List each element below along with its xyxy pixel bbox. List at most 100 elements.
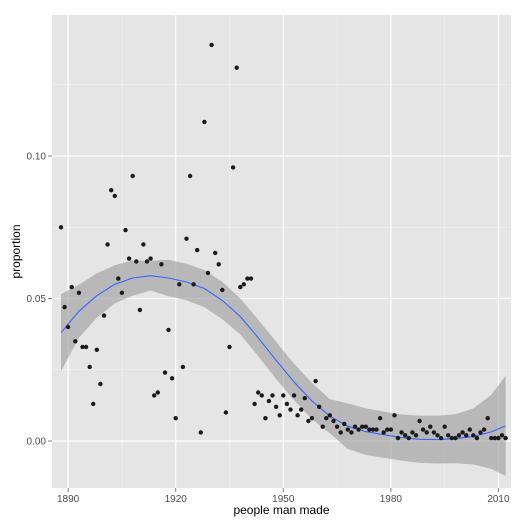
data-point [309, 416, 315, 421]
confidence-ribbon [61, 259, 506, 476]
data-point [245, 276, 250, 281]
data-point [453, 435, 458, 441]
data-point [334, 424, 340, 429]
y-tick-label: 0.00 [27, 436, 47, 447]
data-point [291, 393, 297, 398]
data-point [223, 410, 229, 415]
data-point [227, 344, 232, 350]
smooth-fit [60, 275, 506, 441]
data-point [252, 401, 257, 407]
data-point [126, 256, 132, 261]
data-point [162, 370, 168, 375]
data-point [277, 413, 282, 418]
data-point [295, 413, 300, 418]
data-point [471, 433, 476, 438]
x-tick-label: 1920 [165, 494, 188, 505]
data-point [166, 327, 171, 333]
data-point [130, 173, 135, 179]
data-point [485, 416, 490, 421]
data-point [481, 427, 487, 432]
data-point [299, 407, 304, 412]
data-point [230, 165, 236, 170]
x-tick-label: 1950 [272, 494, 295, 505]
data-point [109, 188, 114, 193]
data-point [410, 430, 415, 435]
data-point [123, 227, 128, 233]
data-point [474, 435, 480, 441]
data-point [446, 433, 451, 438]
x-axis-title: people man made [233, 503, 329, 517]
data-point [241, 282, 246, 287]
data-point [134, 259, 139, 264]
data-point [370, 427, 376, 432]
data-point [105, 242, 110, 247]
major-gridlines [52, 15, 511, 488]
data-point [159, 262, 164, 267]
x-tick-label: 1890 [57, 494, 80, 505]
data-point [406, 435, 411, 441]
data-point [116, 276, 121, 281]
data-point [424, 430, 429, 435]
data-point [320, 424, 325, 429]
data-point [360, 424, 365, 429]
confidence-band [61, 259, 506, 476]
data-point [460, 430, 465, 435]
data-point [302, 396, 307, 401]
x-axis: 1890 1920 1950 1980 2010 [57, 488, 510, 505]
data-point [499, 433, 505, 438]
data-point [363, 424, 368, 429]
x-tick-label: 2010 [487, 494, 510, 505]
data-point [169, 376, 175, 381]
data-point [456, 433, 462, 438]
data-point [356, 427, 361, 432]
data-point [381, 430, 386, 435]
data-point [435, 433, 440, 438]
data-point [119, 290, 125, 295]
data-point [263, 416, 268, 421]
data-point [403, 433, 408, 438]
x-tick-label: 1980 [380, 494, 403, 505]
data-point [73, 339, 78, 344]
data-point [98, 381, 103, 387]
data-point [152, 393, 157, 398]
data-point [65, 324, 71, 330]
data-point [467, 427, 472, 432]
data-point [195, 247, 200, 253]
data-point [191, 282, 196, 287]
data-point [327, 413, 333, 418]
data-point [324, 416, 329, 421]
data-point [392, 413, 397, 418]
data-point [58, 225, 64, 230]
minor-gridlines [52, 15, 511, 488]
data-point [317, 404, 322, 409]
data-point [438, 435, 444, 441]
data-point [352, 424, 358, 429]
data-point [428, 424, 433, 429]
data-point [281, 393, 286, 398]
data-point [62, 304, 67, 310]
data-point [141, 242, 146, 247]
data-point [248, 276, 254, 281]
data-point [367, 427, 372, 432]
data-point [91, 401, 96, 407]
data-point [69, 284, 74, 290]
data-point [449, 435, 454, 441]
data-point [83, 344, 89, 350]
data-point [377, 416, 383, 421]
data-point [399, 430, 404, 435]
data-point [342, 421, 347, 427]
data-point [349, 430, 354, 435]
data-point [313, 378, 318, 384]
data-point [177, 282, 182, 287]
data-point [464, 433, 469, 438]
data-point [184, 236, 189, 241]
data-point [478, 430, 483, 435]
data-point [187, 173, 193, 179]
data-point [155, 390, 160, 395]
data-point [202, 119, 207, 125]
data-point [198, 430, 203, 435]
data-point [385, 427, 390, 432]
y-tick-label: 0.05 [27, 294, 47, 305]
data-points [58, 42, 508, 441]
